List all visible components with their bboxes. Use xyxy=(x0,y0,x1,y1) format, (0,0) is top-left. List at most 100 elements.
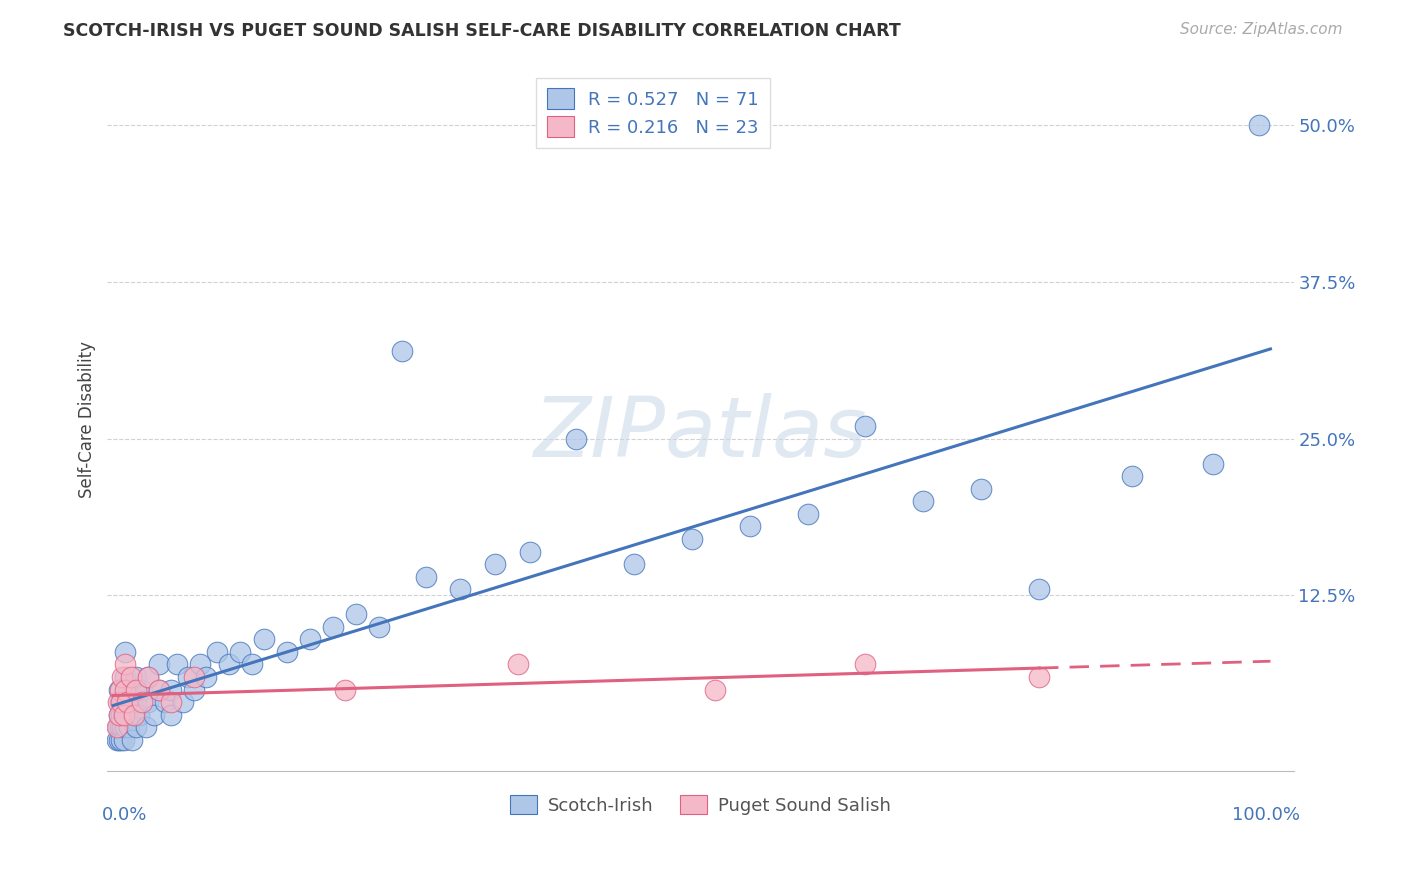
Point xyxy=(344,607,367,622)
Point xyxy=(114,720,136,734)
Point xyxy=(970,482,993,496)
Point xyxy=(120,695,142,709)
Point xyxy=(519,544,541,558)
Point xyxy=(122,682,145,697)
Point xyxy=(111,670,134,684)
Point xyxy=(111,695,134,709)
Point xyxy=(240,657,263,672)
Point xyxy=(108,695,131,709)
Point xyxy=(125,682,148,697)
Point xyxy=(172,695,194,709)
Point xyxy=(183,682,205,697)
Point xyxy=(194,670,217,684)
Point xyxy=(136,670,159,684)
Text: Source: ZipAtlas.com: Source: ZipAtlas.com xyxy=(1180,22,1343,37)
Point xyxy=(912,494,935,508)
Point xyxy=(108,707,131,722)
Point xyxy=(112,732,135,747)
Point xyxy=(148,657,170,672)
Point xyxy=(1028,582,1050,597)
Text: 0.0%: 0.0% xyxy=(101,806,146,824)
Point xyxy=(681,532,703,546)
Point xyxy=(105,732,128,747)
Point xyxy=(114,657,136,672)
Point xyxy=(449,582,471,597)
Point xyxy=(855,657,877,672)
Point xyxy=(118,720,141,734)
Point xyxy=(131,682,153,697)
Point xyxy=(114,645,136,659)
Point xyxy=(188,657,211,672)
Point xyxy=(160,682,183,697)
Point xyxy=(110,695,132,709)
Point xyxy=(704,682,727,697)
Point xyxy=(855,419,877,434)
Point xyxy=(1028,670,1050,684)
Point xyxy=(160,695,183,709)
Point xyxy=(229,645,252,659)
Point xyxy=(108,707,131,722)
Point xyxy=(333,682,356,697)
Point xyxy=(105,720,128,734)
Point xyxy=(368,620,391,634)
Point xyxy=(136,670,159,684)
Point xyxy=(298,632,321,647)
Point xyxy=(125,695,148,709)
Point xyxy=(135,720,157,734)
Point xyxy=(108,732,131,747)
Point xyxy=(508,657,530,672)
Point xyxy=(738,519,761,533)
Point xyxy=(128,707,150,722)
Point xyxy=(322,620,344,634)
Text: ZIPatlas: ZIPatlas xyxy=(534,393,868,475)
Y-axis label: Self-Care Disability: Self-Care Disability xyxy=(79,342,96,499)
Point xyxy=(112,707,135,722)
Point xyxy=(207,645,229,659)
Point xyxy=(484,557,506,571)
Point xyxy=(131,695,153,709)
Point xyxy=(111,720,134,734)
Point xyxy=(108,720,131,734)
Point xyxy=(1121,469,1143,483)
Point xyxy=(623,557,645,571)
Point xyxy=(252,632,274,647)
Point xyxy=(122,707,145,722)
Point xyxy=(108,682,131,697)
Text: 100.0%: 100.0% xyxy=(1232,806,1299,824)
Point xyxy=(148,682,170,697)
Point xyxy=(121,732,143,747)
Point xyxy=(166,657,188,672)
Text: SCOTCH-IRISH VS PUGET SOUND SALISH SELF-CARE DISABILITY CORRELATION CHART: SCOTCH-IRISH VS PUGET SOUND SALISH SELF-… xyxy=(63,22,901,40)
Point xyxy=(218,657,240,672)
Point xyxy=(121,707,143,722)
Point xyxy=(796,507,818,521)
Point xyxy=(114,682,136,697)
Point xyxy=(120,670,142,684)
Point xyxy=(415,569,437,583)
Point xyxy=(177,670,200,684)
Point xyxy=(155,695,177,709)
Point xyxy=(115,707,138,722)
Point xyxy=(107,720,129,734)
Point xyxy=(276,645,298,659)
Point xyxy=(108,682,131,697)
Point xyxy=(110,707,132,722)
Point xyxy=(160,707,183,722)
Point xyxy=(183,670,205,684)
Point xyxy=(115,695,138,709)
Point xyxy=(136,695,159,709)
Point xyxy=(1247,118,1270,132)
Point xyxy=(391,343,413,358)
Point xyxy=(148,682,170,697)
Point xyxy=(117,682,139,697)
Point xyxy=(114,695,136,709)
Point xyxy=(142,707,165,722)
Point xyxy=(107,695,129,709)
Point xyxy=(112,707,135,722)
Legend: Scotch-Irish, Puget Sound Salish: Scotch-Irish, Puget Sound Salish xyxy=(502,788,898,822)
Point xyxy=(565,432,588,446)
Point xyxy=(125,720,148,734)
Point xyxy=(110,732,132,747)
Point xyxy=(114,670,136,684)
Point xyxy=(1201,457,1223,471)
